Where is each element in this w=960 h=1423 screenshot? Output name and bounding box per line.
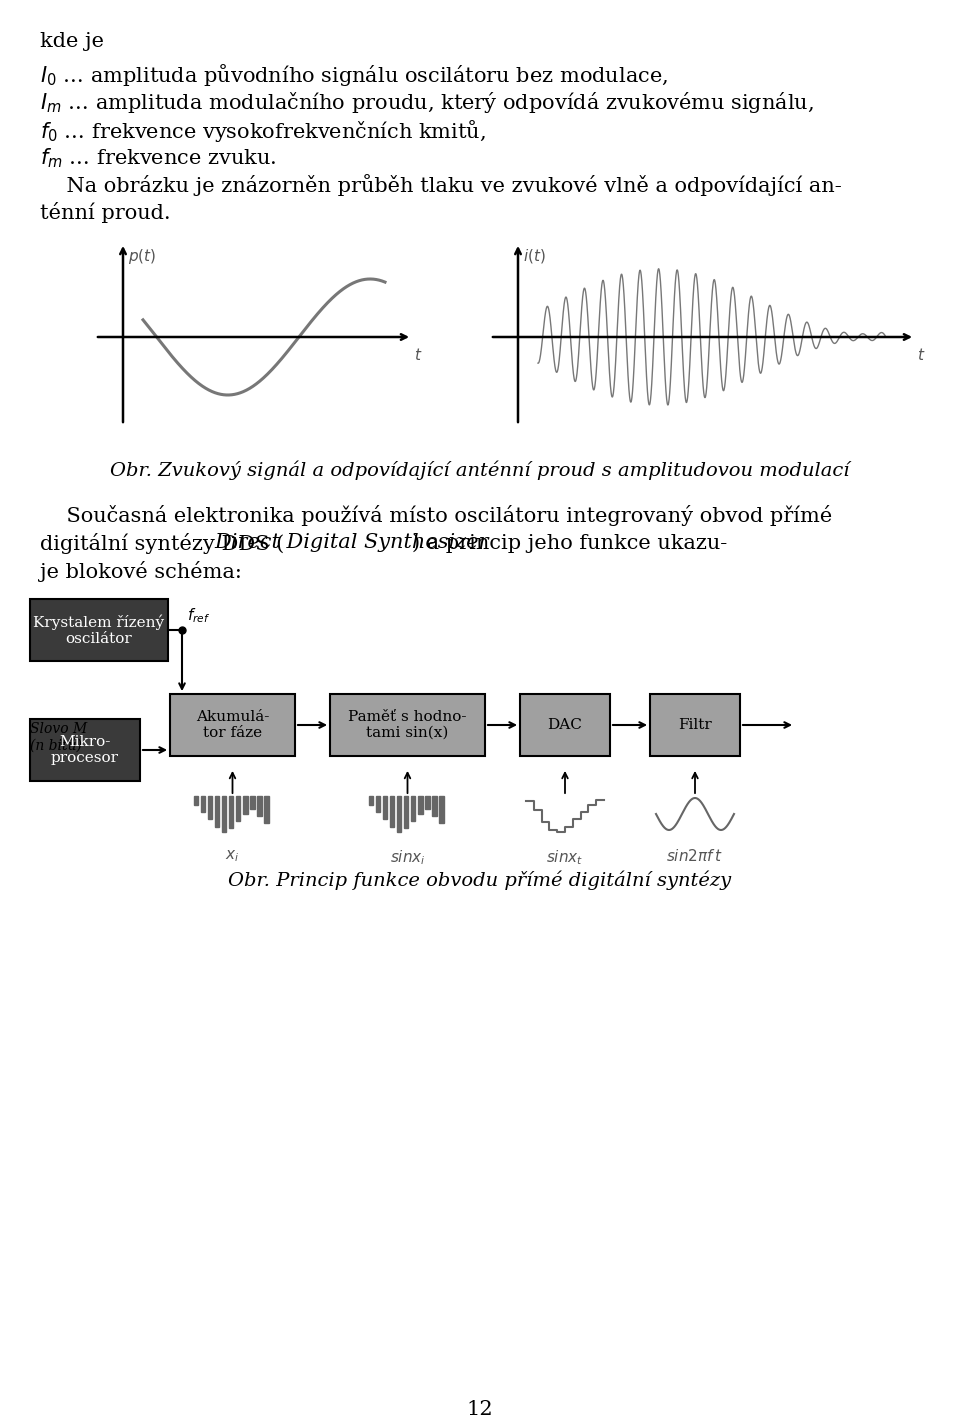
Text: digitální syntézy DDS (: digitální syntézy DDS (: [40, 534, 284, 554]
Text: $sinx_t$: $sinx_t$: [546, 848, 584, 867]
Bar: [30, 719, 140, 781]
Bar: [251, 795, 254, 808]
Bar: [201, 795, 205, 813]
Bar: [375, 795, 380, 813]
Bar: [369, 795, 372, 805]
Bar: [215, 795, 219, 827]
Text: $t$: $t$: [414, 347, 422, 363]
Bar: [243, 795, 248, 814]
Bar: [330, 694, 485, 756]
Text: Na obrázku je znázorněn průběh tlaku ve zvukové vlně a odpovídající an-: Na obrázku je znázorněn průběh tlaku ve …: [40, 174, 842, 196]
Text: $sin2\pi f\,t$: $sin2\pi f\,t$: [666, 848, 724, 864]
Bar: [432, 795, 437, 815]
Text: je blokové schéma:: je blokové schéma:: [40, 561, 242, 582]
Bar: [207, 795, 212, 820]
Text: Akumulá-
tor fáze: Akumulá- tor fáze: [196, 710, 269, 740]
Bar: [440, 795, 444, 822]
Bar: [194, 795, 198, 805]
Bar: [425, 795, 430, 808]
Bar: [396, 795, 401, 832]
Text: Současná elektronika používá místo oscilátoru integrovaný obvod přímé: Současná elektronika používá místo oscil…: [40, 505, 832, 527]
Bar: [650, 694, 740, 756]
Bar: [236, 795, 240, 821]
Text: $p(t)$: $p(t)$: [128, 248, 156, 266]
Text: Mikro-
procesor: Mikro- procesor: [51, 734, 119, 766]
Text: ) a princip jeho funkce ukazu-: ) a princip jeho funkce ukazu-: [413, 534, 728, 552]
Text: $f_{ref}$: $f_{ref}$: [187, 606, 210, 625]
Text: kde je: kde je: [40, 31, 104, 51]
Text: Direct Digital Synthesizer: Direct Digital Synthesizer: [215, 534, 490, 552]
Text: ténní proud.: ténní proud.: [40, 202, 171, 223]
Bar: [411, 795, 416, 821]
Text: $t$: $t$: [917, 347, 925, 363]
Text: 12: 12: [467, 1400, 493, 1419]
Text: DAC: DAC: [547, 719, 583, 731]
Bar: [390, 795, 395, 827]
Text: Obr. Princip funkce obvodu přímé digitální syntézy: Obr. Princip funkce obvodu přímé digitál…: [228, 871, 732, 891]
Text: $f_m$ … frekvence zvuku.: $f_m$ … frekvence zvuku.: [40, 147, 276, 169]
Text: $I_0$ … amplituda původního signálu oscilátoru bez modulace,: $I_0$ … amplituda původního signálu osci…: [40, 63, 668, 88]
Text: $I_m$ … amplituda modulačního proudu, který odpovídá zvukovému signálu,: $I_m$ … amplituda modulačního proudu, kt…: [40, 90, 814, 115]
Bar: [222, 795, 227, 832]
Text: $sinx_i$: $sinx_i$: [390, 848, 425, 867]
Bar: [383, 795, 387, 820]
Bar: [30, 599, 168, 662]
Bar: [228, 795, 233, 828]
Text: $i(t)$: $i(t)$: [523, 248, 545, 265]
Text: $x_i$: $x_i$: [226, 848, 240, 864]
Bar: [520, 694, 610, 756]
Bar: [170, 694, 295, 756]
Text: Slovo M
(n bitů): Slovo M (n bitů): [30, 723, 87, 754]
Text: Obr. Zvukový signál a odpovídající anténní proud s amplitudovou modulací: Obr. Zvukový signál a odpovídající antén…: [110, 460, 850, 480]
Text: $f_0$ … frekvence vysokofrekvenčních kmitů,: $f_0$ … frekvence vysokofrekvenčních kmi…: [40, 118, 486, 144]
Text: Paměť s hodno-
tami sin(x): Paměť s hodno- tami sin(x): [348, 710, 467, 740]
Bar: [257, 795, 262, 815]
Bar: [404, 795, 408, 828]
Bar: [419, 795, 422, 814]
Text: Krystalem řízený
oscilátor: Krystalem řízený oscilátor: [34, 615, 164, 646]
Text: Filtr: Filtr: [678, 719, 712, 731]
Bar: [264, 795, 269, 822]
